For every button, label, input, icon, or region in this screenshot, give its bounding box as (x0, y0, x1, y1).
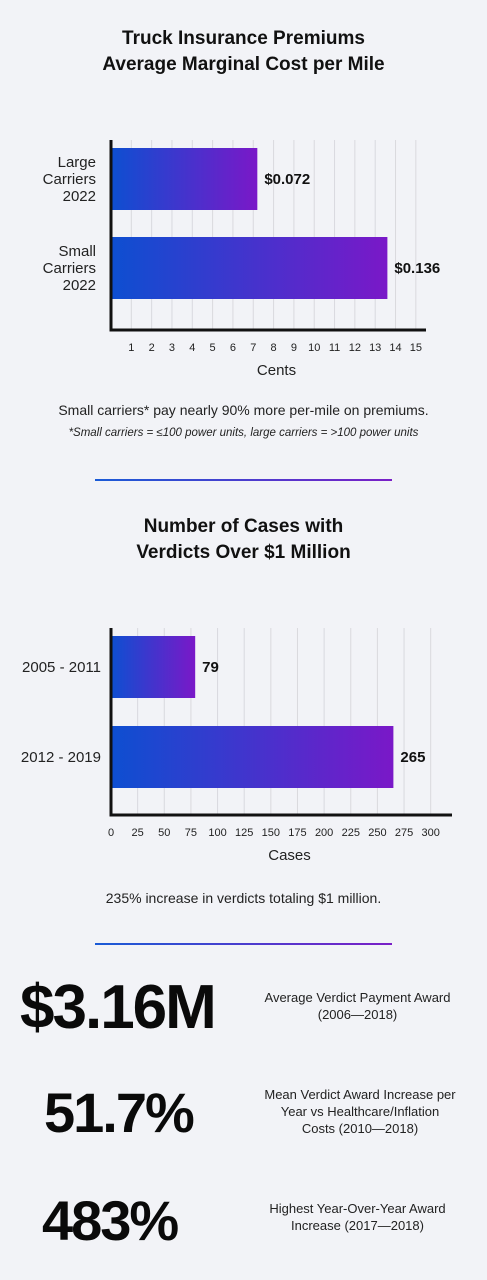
chart1-title-line2: Average Marginal Cost per Mile (102, 54, 385, 75)
tick-label: 1 (128, 342, 134, 354)
section-divider (95, 479, 392, 481)
chart2-title-line1: Number of Cases with (143, 516, 344, 537)
category-label: 2022 (63, 188, 96, 205)
x-axis-title: Cases (268, 847, 311, 864)
bar (111, 636, 196, 698)
premium-chart: $0.072LargeCarriers2022$0.136SmallCarrie… (43, 140, 440, 379)
category-label: Carriers (43, 260, 96, 277)
category-label: 2005 - 2011 (22, 659, 101, 676)
chart2-title: Number of Cases with Verdicts Over $1 Mi… (0, 514, 487, 566)
tick-label: 13 (369, 342, 381, 354)
category-label: 2022 (63, 277, 96, 294)
chart1-title: Truck Insurance Premiums Average Margina… (0, 26, 487, 78)
tick-label: 25 (132, 827, 144, 839)
tick-label: 3 (169, 342, 175, 354)
bar (111, 726, 394, 788)
tick-label: 8 (271, 342, 277, 354)
tick-label: 75 (185, 827, 197, 839)
tick-label: 125 (235, 827, 253, 839)
verdict-note: 235% increase in verdicts totaling $1 mi… (105, 890, 382, 906)
tick-label: 150 (262, 827, 280, 839)
bar (111, 237, 388, 299)
tick-label: 14 (389, 342, 401, 354)
tick-label: 100 (208, 827, 226, 839)
tick-label: 300 (422, 827, 440, 839)
stat-value: 483% (42, 1189, 179, 1252)
category-label: Large (58, 154, 96, 171)
tick-label: 12 (349, 342, 361, 354)
tick-label: 200 (315, 827, 333, 839)
stat-desc-line: Year vs Healthcare/Inflation (280, 1104, 440, 1119)
tick-label: 275 (395, 827, 413, 839)
stat-description: Average Verdict Payment Award (2006—2018… (240, 989, 475, 1023)
tick-label: 175 (288, 827, 306, 839)
stat-description: Highest Year-Over-Year Award Increase (2… (245, 1200, 470, 1234)
chart2-title-line2: Verdicts Over $1 Million (136, 542, 351, 563)
stat-desc-line: Average Verdict Payment Award (264, 990, 451, 1005)
data-label: 79 (202, 659, 219, 676)
tick-label: 50 (158, 827, 170, 839)
stat-desc-line: Increase (2017—2018) (291, 1218, 424, 1233)
tick-label: 2 (149, 342, 155, 354)
tick-label: 250 (368, 827, 386, 839)
category-label: Carriers (43, 171, 96, 188)
tick-label: 7 (250, 342, 256, 354)
stat-desc-line: Costs (2010—2018) (301, 1121, 419, 1136)
premium-footnote: *Small carriers = ≤100 power units, larg… (68, 427, 419, 439)
tick-label: 5 (210, 342, 216, 354)
data-label: $0.072 (264, 171, 310, 188)
category-label: 2012 - 2019 (21, 749, 101, 766)
stat-desc-line: (2006—2018) (317, 1007, 398, 1022)
stat-description: Mean Verdict Award Increase per Year vs … (240, 1086, 480, 1137)
stat-desc-line: Mean Verdict Award Increase per (264, 1087, 456, 1102)
data-label: 265 (400, 749, 425, 766)
premium-note: Small carriers* pay nearly 90% more per-… (58, 402, 429, 418)
x-axis-title: Cents (257, 362, 296, 379)
section-divider (95, 943, 392, 945)
tick-label: 10 (308, 342, 320, 354)
tick-label: 15 (410, 342, 422, 354)
data-label: $0.136 (394, 260, 440, 277)
verdict-chart: 79 2005 - 2011 265 2012 - 2019 0 25 50 75 100 125… (21, 628, 452, 864)
bar (111, 148, 258, 210)
stat-value: $3.16M (20, 973, 217, 1042)
stat-value: 51.7% (44, 1081, 195, 1144)
tick-label: 4 (189, 342, 195, 354)
chart1-title-line1: Truck Insurance Premiums (122, 28, 365, 49)
tick-label: 0 (108, 827, 114, 839)
category-label: Small (58, 243, 96, 260)
tick-label: 9 (291, 342, 297, 354)
tick-label: 225 (342, 827, 360, 839)
tick-label: 6 (230, 342, 236, 354)
tick-label: 11 (329, 342, 340, 354)
stat-desc-line: Highest Year-Over-Year Award (269, 1201, 446, 1216)
